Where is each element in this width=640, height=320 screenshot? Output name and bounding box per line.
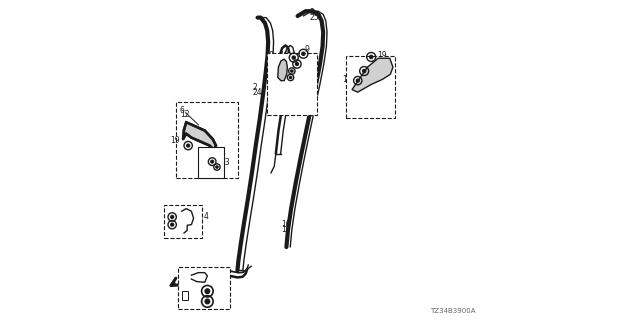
Text: 7: 7 bbox=[220, 153, 225, 162]
Text: 9: 9 bbox=[305, 45, 310, 54]
Text: TZ34B3900A: TZ34B3900A bbox=[429, 308, 475, 314]
Text: 13: 13 bbox=[220, 158, 230, 167]
Text: 16: 16 bbox=[367, 109, 377, 118]
Circle shape bbox=[171, 223, 173, 226]
Circle shape bbox=[291, 70, 293, 72]
Circle shape bbox=[187, 144, 189, 147]
Text: 11: 11 bbox=[367, 104, 376, 113]
Text: 1: 1 bbox=[176, 300, 180, 308]
Text: 23: 23 bbox=[282, 58, 292, 67]
Text: 3: 3 bbox=[310, 8, 315, 17]
Text: 22: 22 bbox=[214, 168, 223, 177]
Circle shape bbox=[216, 166, 218, 168]
Text: 2: 2 bbox=[253, 83, 257, 92]
Text: 17: 17 bbox=[278, 65, 287, 74]
Text: 18: 18 bbox=[280, 52, 289, 60]
Text: 4: 4 bbox=[204, 212, 209, 221]
Text: 19: 19 bbox=[170, 136, 180, 145]
Circle shape bbox=[171, 215, 173, 219]
Circle shape bbox=[356, 79, 359, 82]
Text: 10: 10 bbox=[281, 220, 291, 229]
Text: 19: 19 bbox=[214, 285, 224, 294]
FancyBboxPatch shape bbox=[198, 147, 224, 178]
Text: 12: 12 bbox=[180, 110, 189, 119]
Circle shape bbox=[289, 76, 292, 78]
Text: 6: 6 bbox=[180, 106, 185, 115]
Circle shape bbox=[302, 52, 305, 55]
Text: 21: 21 bbox=[349, 65, 358, 74]
FancyBboxPatch shape bbox=[178, 267, 230, 309]
Text: 5: 5 bbox=[219, 303, 224, 312]
Circle shape bbox=[205, 289, 210, 293]
Text: 17: 17 bbox=[276, 72, 286, 81]
Polygon shape bbox=[352, 58, 393, 92]
Circle shape bbox=[211, 160, 214, 163]
Text: 15: 15 bbox=[281, 225, 291, 234]
FancyBboxPatch shape bbox=[164, 205, 202, 238]
Text: 14: 14 bbox=[268, 56, 278, 65]
Circle shape bbox=[292, 56, 295, 59]
Text: 19: 19 bbox=[342, 75, 352, 84]
Bar bbox=[182, 291, 188, 300]
Circle shape bbox=[296, 62, 298, 66]
Polygon shape bbox=[278, 59, 287, 81]
Text: 25: 25 bbox=[310, 13, 319, 22]
Circle shape bbox=[205, 299, 210, 304]
FancyBboxPatch shape bbox=[268, 53, 317, 115]
Circle shape bbox=[363, 69, 365, 73]
Polygon shape bbox=[183, 122, 216, 150]
Text: 8: 8 bbox=[268, 51, 273, 60]
Text: 19: 19 bbox=[165, 211, 175, 220]
Text: 20: 20 bbox=[214, 295, 224, 304]
FancyBboxPatch shape bbox=[346, 56, 396, 118]
Text: 20: 20 bbox=[165, 218, 175, 227]
Circle shape bbox=[370, 55, 372, 59]
Text: 24: 24 bbox=[253, 88, 262, 97]
Text: 19: 19 bbox=[377, 51, 387, 60]
Text: FR.: FR. bbox=[178, 280, 198, 290]
